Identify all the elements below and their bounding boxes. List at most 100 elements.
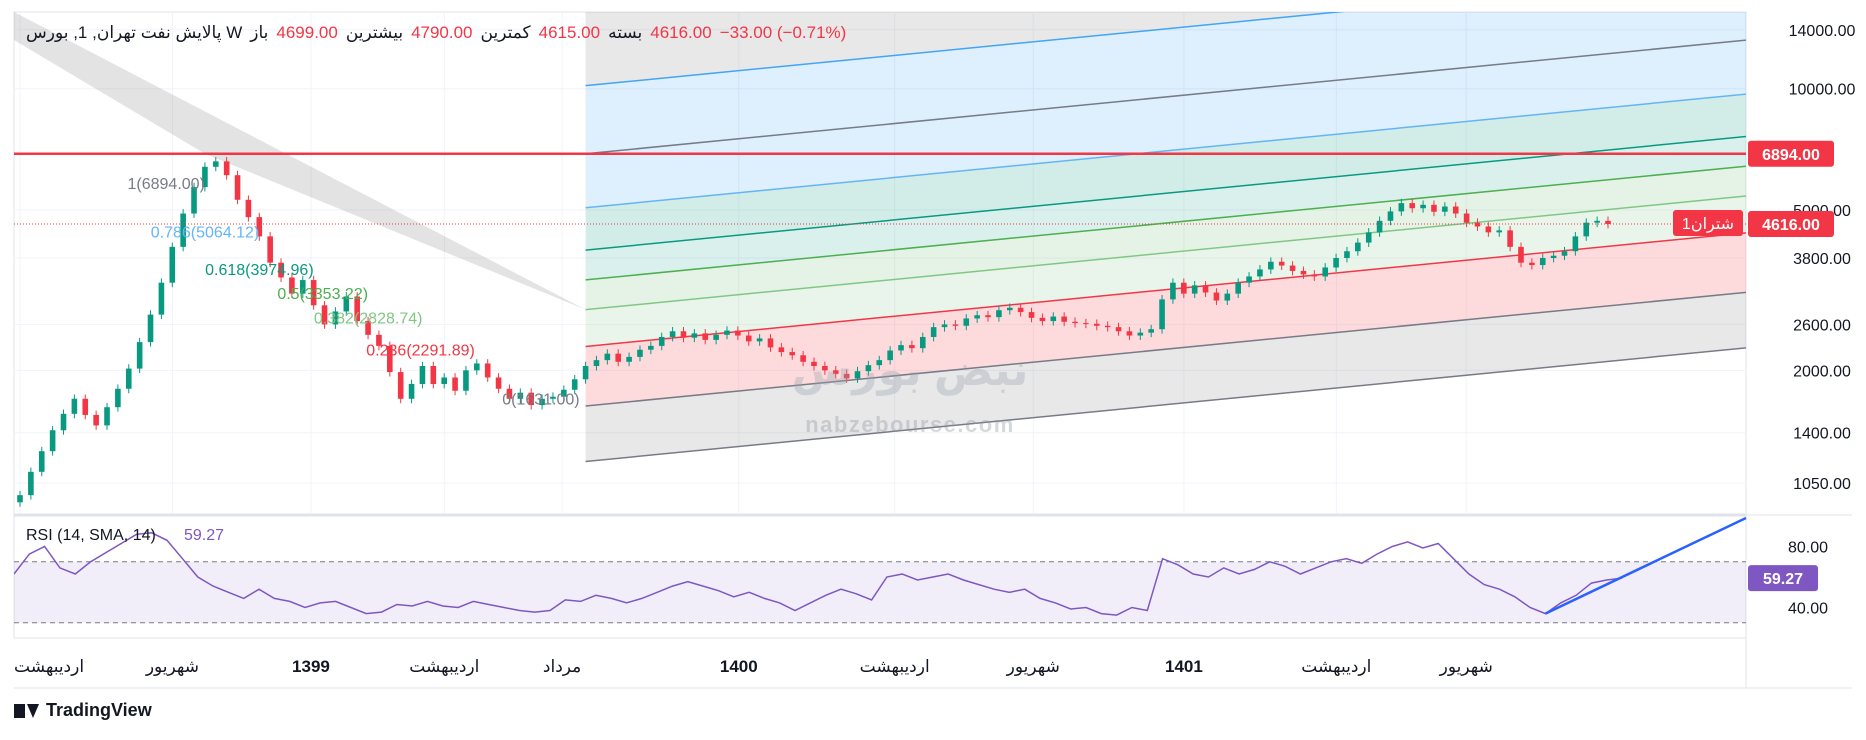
last-price-tag bbox=[1748, 210, 1834, 237]
candle-body bbox=[1115, 327, 1122, 332]
candle-body bbox=[865, 365, 872, 372]
rsi-band-fill bbox=[14, 561, 1746, 623]
candle-body bbox=[1376, 220, 1383, 233]
candle-body bbox=[278, 262, 284, 278]
candle-body bbox=[1605, 220, 1611, 224]
candle-body bbox=[854, 371, 861, 379]
candle-body bbox=[615, 353, 622, 362]
candle-body bbox=[735, 330, 741, 336]
candle-body bbox=[136, 342, 143, 369]
candle-body bbox=[1485, 226, 1492, 233]
rsi-tick: 40.00 bbox=[1788, 601, 1828, 618]
candle-body bbox=[463, 370, 469, 391]
candle-body bbox=[387, 345, 393, 373]
candle-body bbox=[452, 377, 458, 391]
candle-body bbox=[1409, 203, 1416, 209]
resistance-tag bbox=[1748, 140, 1834, 167]
candle-body bbox=[1311, 274, 1318, 277]
rsi-pane[interactable] bbox=[13, 515, 1747, 639]
price-axis[interactable]: 14000.0010000.005000.003800.002600.00200… bbox=[1673, 23, 1855, 493]
time-label: اردیبهشت bbox=[1301, 657, 1371, 677]
price-tick: 1050.00 bbox=[1793, 476, 1851, 493]
candle-body bbox=[82, 398, 89, 415]
fib-band bbox=[585, 40, 1746, 208]
candle-body bbox=[930, 327, 937, 337]
tradingview-brand[interactable]: TradingView bbox=[14, 700, 152, 721]
symbol-name[interactable]: پالایش نفت تهران, 1, بورس W bbox=[26, 23, 243, 42]
candle-body bbox=[49, 430, 56, 452]
rsi-trendline[interactable] bbox=[1544, 516, 1747, 615]
candle-body bbox=[1202, 285, 1209, 293]
candle-body bbox=[397, 372, 404, 399]
candle-body bbox=[691, 333, 698, 338]
candle-body bbox=[811, 361, 817, 367]
candle-body bbox=[1431, 204, 1437, 212]
candle-body bbox=[1213, 292, 1220, 301]
open-value: 4699.00 bbox=[276, 23, 338, 42]
candle-body bbox=[1300, 270, 1307, 275]
fib-band bbox=[585, 136, 1746, 280]
rsi-value-tag-text: 59.27 bbox=[1763, 571, 1803, 588]
candle-body bbox=[1257, 269, 1263, 277]
open-label: باز bbox=[250, 23, 269, 42]
resistance-tag-text: 6894.00 bbox=[1762, 147, 1820, 164]
fib-label: 0.236(2291.89) bbox=[366, 342, 475, 359]
candle-body bbox=[767, 338, 774, 348]
brand-name: TradingView bbox=[46, 700, 152, 720]
candle-body bbox=[28, 471, 34, 496]
candle-body bbox=[408, 383, 415, 399]
fib-label: 0.382(2828.74) bbox=[314, 311, 423, 328]
fib-level-line bbox=[585, 93, 1746, 209]
candle-body bbox=[191, 187, 197, 214]
candle-body bbox=[71, 398, 78, 414]
candle-body bbox=[898, 345, 904, 351]
candle-body bbox=[1420, 204, 1426, 209]
time-label: 1401 bbox=[1165, 657, 1203, 676]
price-tick: 2600.00 bbox=[1793, 317, 1851, 334]
high-value: 4790.00 bbox=[411, 23, 473, 42]
time-label: اردیبهشت bbox=[409, 657, 479, 677]
candle-body bbox=[1550, 255, 1557, 259]
candle-body bbox=[1148, 329, 1154, 333]
candle-body bbox=[724, 330, 730, 335]
candle-body bbox=[1474, 222, 1481, 227]
watermark-site: nabzebourse.com bbox=[805, 412, 1015, 437]
candle-body bbox=[800, 355, 806, 362]
low-label: کمترین bbox=[480, 23, 531, 42]
time-axis[interactable]: اردیبهشت شهریور 1399 اردیبهشت مرداد 1400 اردیب… bbox=[14, 657, 1493, 677]
candle-body bbox=[1507, 230, 1513, 247]
candle-body bbox=[104, 407, 110, 426]
symbol-legend: پالایش نفت تهران, 1, بورس W باز 4699.00 … bbox=[26, 23, 846, 43]
rsi-value-tag bbox=[1748, 565, 1818, 592]
rsi-plot-area bbox=[14, 532, 1623, 616]
fib-band bbox=[585, 12, 1746, 154]
candle-body bbox=[1496, 230, 1503, 233]
time-label: شهریور bbox=[145, 657, 199, 677]
candle-body bbox=[1061, 316, 1067, 322]
candle-body bbox=[1278, 261, 1285, 266]
time-label: شهریور bbox=[1439, 657, 1493, 677]
candle-body bbox=[267, 236, 273, 263]
price-pane[interactable] bbox=[13, 11, 1747, 515]
candle-body bbox=[550, 396, 556, 399]
candle-body bbox=[1137, 332, 1144, 336]
fib-label: 0.618(3974.96) bbox=[205, 262, 314, 279]
candle-body bbox=[1365, 232, 1372, 243]
price-tick: 14000.00 bbox=[1789, 23, 1856, 40]
candle-body bbox=[495, 377, 502, 389]
candle-body bbox=[1224, 293, 1231, 301]
candle-body bbox=[1398, 203, 1405, 212]
fib-label: 1(6894.00) bbox=[128, 176, 205, 193]
series-name-tag bbox=[1673, 209, 1743, 236]
fib-channel[interactable] bbox=[14, 0, 1746, 463]
candle-body bbox=[343, 296, 350, 312]
rsi-indicator: RSI (14, SMA, 14) 59.27 80.00 40.00 59.27 bbox=[14, 516, 1828, 624]
candle-body bbox=[528, 392, 535, 406]
close-label: بسته bbox=[608, 23, 643, 42]
close-value: 4616.00 bbox=[650, 23, 712, 42]
change-value: −33.00 (−0.71%) bbox=[719, 23, 847, 42]
price-tick: 10000.00 bbox=[1789, 82, 1856, 99]
tradingview-logo-icon bbox=[14, 703, 40, 718]
candle-body bbox=[1246, 276, 1252, 283]
fib-level-line bbox=[585, 347, 1746, 463]
